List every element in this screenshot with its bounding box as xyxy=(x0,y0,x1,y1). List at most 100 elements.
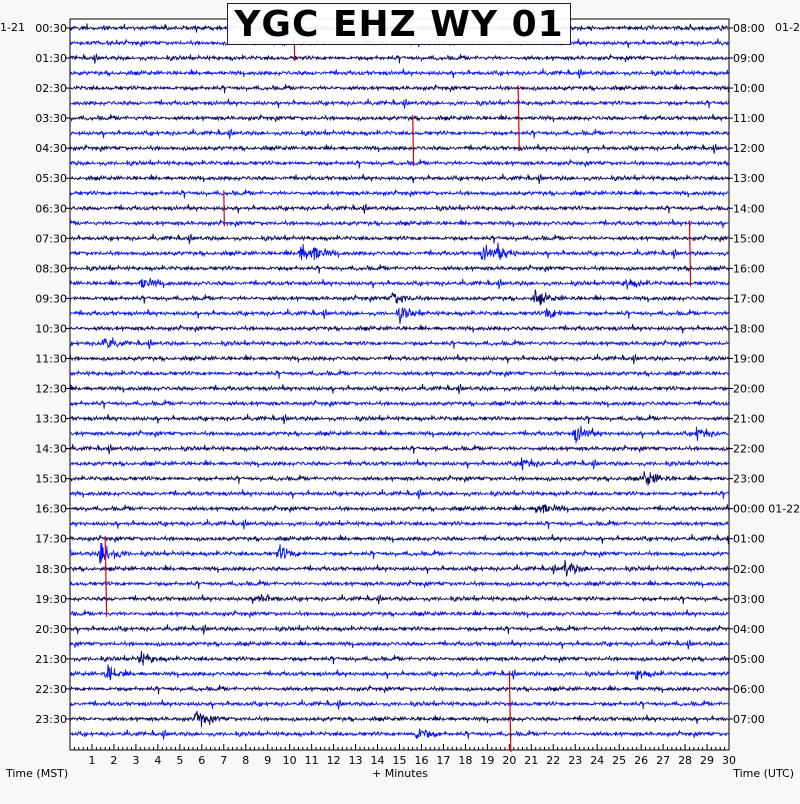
plot-area xyxy=(69,18,730,751)
right-time-label: 01:00 xyxy=(733,533,765,546)
trace-row xyxy=(69,579,730,590)
left-date-fragment: 1-21 xyxy=(0,21,25,34)
trace-row xyxy=(69,519,730,530)
right-time-label: 08:00 xyxy=(733,22,765,35)
left-time-label: 05:30 xyxy=(35,172,67,185)
x-tick-label: 18 xyxy=(458,754,472,767)
trace-row xyxy=(69,203,730,214)
left-axis-label: Time (MST) xyxy=(5,767,68,780)
x-tick-label: 14 xyxy=(371,754,385,767)
x-tick-label: 24 xyxy=(590,754,604,767)
left-time-label: 19:30 xyxy=(35,593,67,606)
trace-row xyxy=(69,369,730,379)
right-time-label: 05:00 xyxy=(733,653,765,666)
left-time-label: 23:30 xyxy=(35,713,67,726)
x-tick-label: 20 xyxy=(502,754,516,767)
event-marker xyxy=(508,670,512,753)
x-tick-label: 7 xyxy=(220,754,227,767)
right-time-label: 06:00 xyxy=(733,683,765,696)
left-time-label: 17:30 xyxy=(35,533,67,546)
x-tick-label: 6 xyxy=(198,754,205,767)
right-time-label: 09:00 xyxy=(733,52,765,65)
x-tick-label: 9 xyxy=(264,754,271,767)
x-tick-label: 21 xyxy=(524,754,538,767)
trace-row xyxy=(69,337,730,350)
trace-row xyxy=(69,534,730,545)
left-time-label: 06:30 xyxy=(35,202,67,215)
left-time-label: 14:30 xyxy=(35,443,67,456)
x-tick-label: 22 xyxy=(546,754,560,767)
trace-row xyxy=(69,264,730,274)
right-time-label: 07:00 xyxy=(733,713,765,726)
trace-row xyxy=(69,471,730,486)
event-marker xyxy=(517,85,520,152)
trace-row xyxy=(69,218,730,229)
trace-row xyxy=(69,98,730,109)
event-marker xyxy=(104,535,108,617)
trace-row xyxy=(69,425,730,444)
trace-row xyxy=(69,489,730,500)
chart-title: YGC EHZ WY 01 xyxy=(227,3,571,45)
right-time-label: 16:00 xyxy=(733,262,765,275)
trace-row xyxy=(69,624,730,635)
trace-row xyxy=(69,84,730,94)
x-tick-label: 25 xyxy=(612,754,626,767)
left-time-label: 13:30 xyxy=(35,413,67,426)
right-time-label: 00:00 01-22 xyxy=(733,503,800,516)
x-tick-label: 17 xyxy=(436,754,450,767)
left-time-label: 12:30 xyxy=(35,383,67,396)
left-time-label: 16:30 xyxy=(35,503,67,516)
left-time-label: 18:30 xyxy=(35,563,67,576)
left-time-label: 03:30 xyxy=(35,112,67,125)
trace-row xyxy=(69,609,730,618)
right-time-label: 20:00 xyxy=(733,383,765,396)
trace-row xyxy=(69,307,730,325)
trace-row xyxy=(69,289,729,306)
x-tick-label: 11 xyxy=(305,754,319,767)
right-time-label: 22:00 xyxy=(733,443,765,456)
trace-row xyxy=(69,559,730,577)
right-time-label: 17:00 xyxy=(733,292,765,305)
right-time-label: 10:00 xyxy=(733,82,765,95)
right-time-label: 18:00 xyxy=(733,322,765,335)
x-tick-label: 28 xyxy=(678,754,692,767)
x-axis-label: + Minutes xyxy=(372,767,428,780)
trace-row xyxy=(69,664,730,681)
x-tick-label: 3 xyxy=(132,754,139,767)
x-tick-label: 5 xyxy=(176,754,183,767)
left-time-label: 15:30 xyxy=(35,473,67,486)
event-marker xyxy=(412,115,415,167)
right-time-label: 23:00 xyxy=(733,473,765,486)
left-time-label: 11:30 xyxy=(35,352,67,365)
trace-row xyxy=(69,650,730,666)
right-time-label: 19:00 xyxy=(733,352,765,365)
right-time-label: 11:00 xyxy=(733,112,765,125)
right-time-label: 02:00 xyxy=(733,563,765,576)
trace-row xyxy=(69,242,730,261)
right-time-label: 12:00 xyxy=(733,142,765,155)
x-tick-label: 23 xyxy=(568,754,582,767)
x-tick-label: 1 xyxy=(88,754,95,767)
x-tick-label: 30 xyxy=(722,754,736,767)
trace-row xyxy=(69,128,730,139)
left-time-label: 00:30 xyxy=(35,22,67,35)
left-time-label: 01:30 xyxy=(35,52,67,65)
x-tick-label: 19 xyxy=(480,754,494,767)
x-tick-label: 12 xyxy=(327,754,341,767)
trace-row xyxy=(69,233,730,244)
left-time-label: 02:30 xyxy=(35,82,67,95)
trace-row xyxy=(69,353,730,365)
trace-row xyxy=(69,542,730,564)
x-tick-label: 27 xyxy=(656,754,670,767)
trace-row xyxy=(69,457,730,471)
trace-row xyxy=(69,173,729,184)
left-time-label: 09:30 xyxy=(35,292,67,305)
trace-row xyxy=(69,413,730,425)
x-tick-label: 8 xyxy=(242,754,249,767)
trace-row xyxy=(69,324,730,334)
trace-row xyxy=(69,383,730,395)
left-time-label: 21:30 xyxy=(35,653,67,666)
trace-row xyxy=(69,143,730,154)
